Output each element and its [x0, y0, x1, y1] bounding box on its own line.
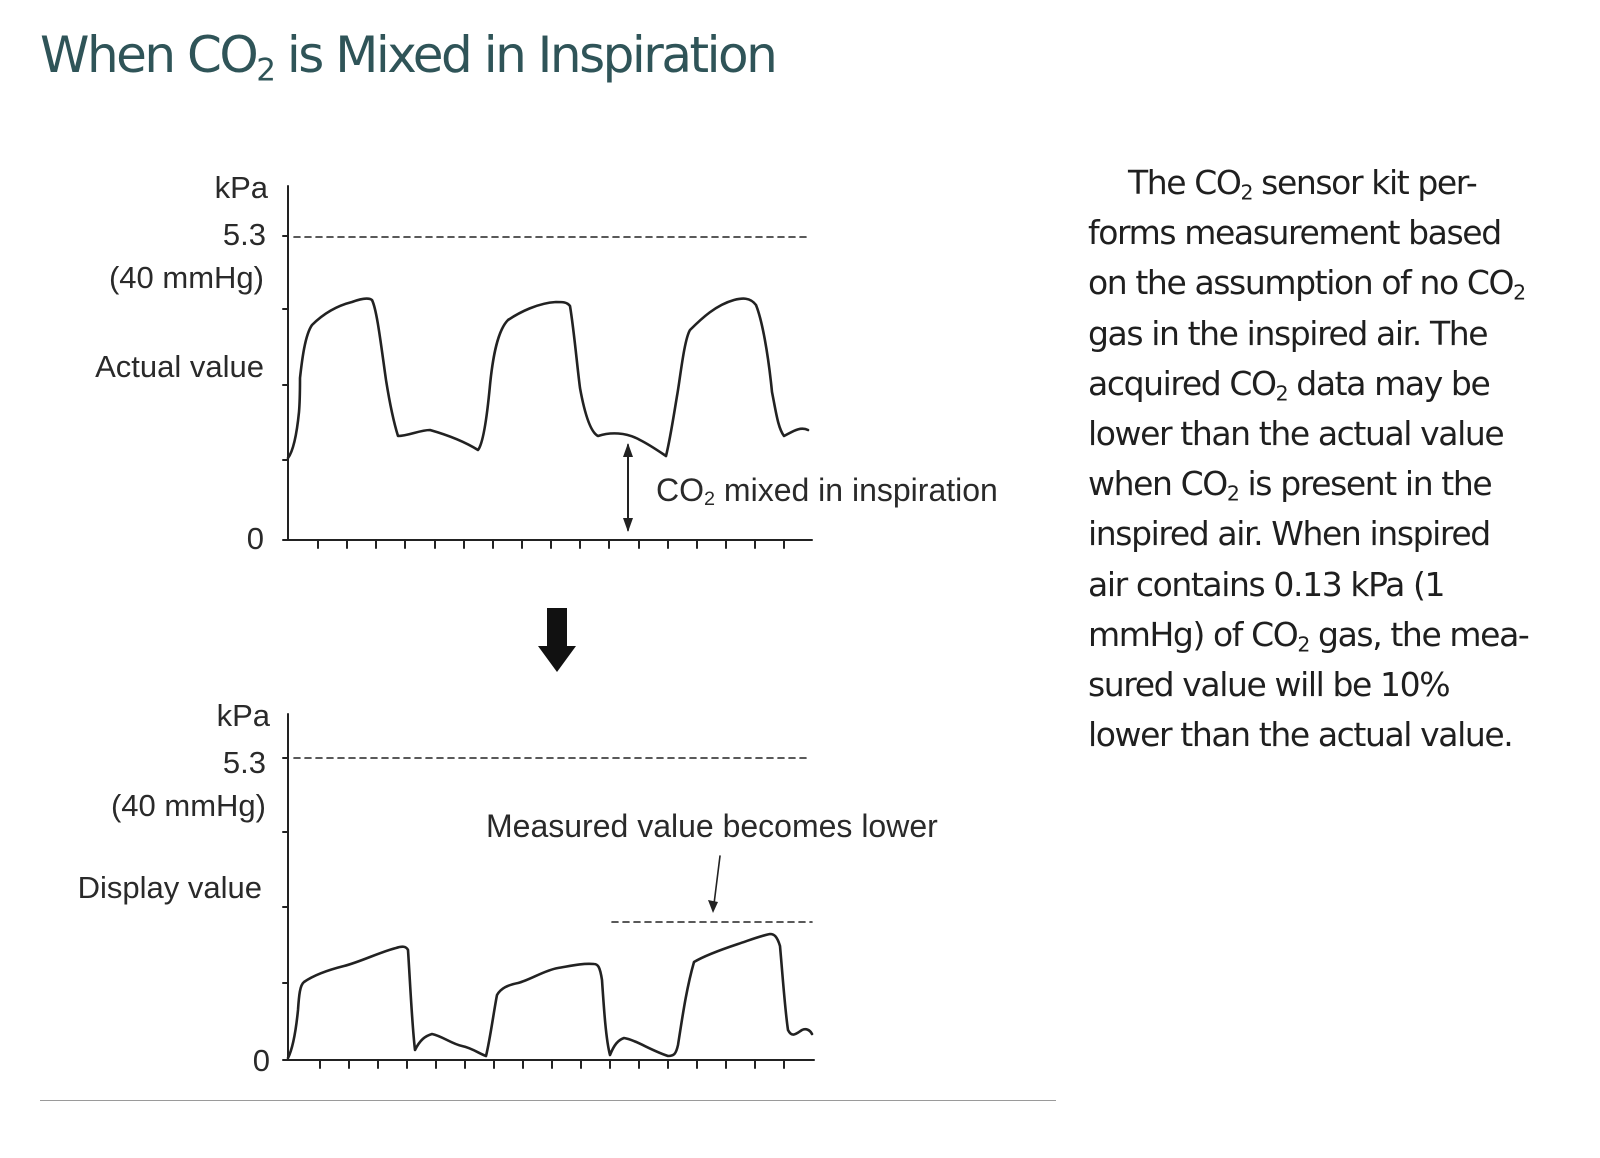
page-title: When CO2 is Mixed in Inspiration	[40, 26, 778, 89]
bottom-y-ticks	[282, 757, 289, 984]
top-unit-label: kPa	[214, 170, 268, 205]
bottom-divider	[40, 1100, 1056, 1101]
paragraph-line: gas in the inspired air. The	[1088, 313, 1489, 353]
top-x-ticks	[317, 539, 785, 549]
paragraph-line: forms measurement based	[1088, 213, 1502, 253]
bottom-unit-label: kPa	[216, 698, 270, 733]
bottom-reference-value: 5.3	[222, 745, 266, 780]
top-annotation: CO2 mixed in inspiration	[656, 472, 998, 510]
top-reference-mmhg: (40 mmHg)	[108, 260, 264, 295]
top-y-ticks	[282, 235, 289, 461]
bottom-annotation: Measured value becomes lower	[486, 808, 938, 844]
paragraph-line: mmHg) of CO2 gas, the mea-	[1088, 614, 1530, 657]
top-series-label: Actual value	[95, 349, 264, 384]
paragraph-line: air contains 0.13 kPa (1	[1088, 564, 1446, 604]
top-zero-label: 0	[246, 521, 264, 556]
bottom-x-ticks	[319, 1059, 785, 1069]
co2-waveform-figure	[282, 185, 815, 1069]
paragraph-line: when CO2 is present in the	[1088, 464, 1493, 506]
paragraph-line: The CO2 sensor kit per-	[1128, 163, 1478, 205]
paragraph-line: lower than the actual value.	[1088, 715, 1514, 755]
paragraph-line: inspired air. When inspired	[1088, 514, 1491, 554]
paragraph-line: lower than the actual value	[1088, 414, 1505, 454]
paragraph-line: acquired CO2 data may be	[1088, 363, 1491, 406]
bottom-series-label: Display value	[77, 870, 262, 905]
bottom-zero-label: 0	[252, 1043, 270, 1078]
bottom-annotation-pointer-head	[708, 900, 718, 913]
description-paragraph: The CO2 sensor kit per- forms measuremen…	[1088, 158, 1548, 760]
top-waveform	[286, 297, 810, 460]
paragraph-line: on the assumption of no CO2	[1088, 263, 1526, 306]
bottom-waveform	[286, 932, 814, 1060]
top-reference-value: 5.3	[222, 217, 266, 252]
paragraph-line: sured value will be 10%	[1088, 665, 1451, 705]
bottom-annotation-pointer	[713, 855, 721, 905]
bottom-reference-mmhg: (40 mmHg)	[110, 788, 266, 823]
down-arrow	[538, 608, 576, 672]
